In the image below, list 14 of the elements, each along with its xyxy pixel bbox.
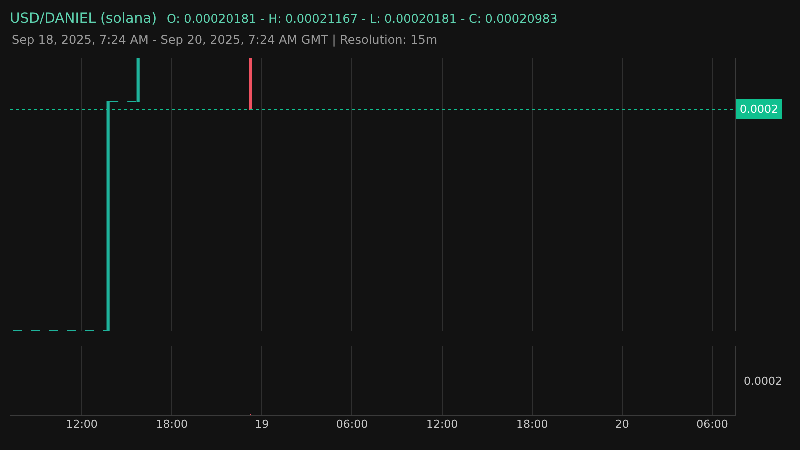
chart-title: USD/DANIEL (solana) [10,10,158,27]
x-tick-label: 20 [615,418,630,431]
x-tick-label: 06:00 [336,418,368,431]
candlestick [249,58,252,110]
x-tick-label: 18:00 [156,418,188,431]
x-tick-label: 06:00 [696,418,728,431]
text: Sep 18, 2025, 7:24 AM - Sep 20, 2025, 7:24 AM GMT | Resolution: 15m [12,33,438,47]
x-tick-label: 18:00 [516,418,548,431]
text: 0.0002 [744,375,782,388]
text: 0.0002 [740,103,778,116]
x-tick-label: 19 [255,418,270,431]
x-tick-label: 12:00 [66,418,98,431]
chart-subtitle: O: 0.00020181 - H: 0.00021167 - L: 0.00020181 - C: 0.00020983 [167,12,558,26]
x-tick-label: 12:00 [426,418,458,431]
